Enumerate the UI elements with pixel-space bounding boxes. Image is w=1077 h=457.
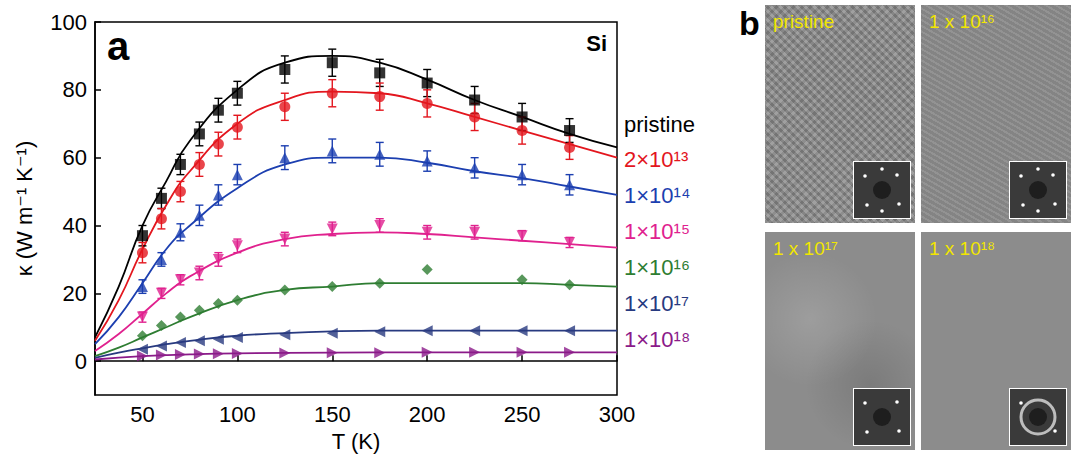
svg-text:100: 100 <box>50 10 87 35</box>
svg-text:100: 100 <box>219 402 256 427</box>
svg-text:20: 20 <box>63 281 87 306</box>
svg-text:T (K): T (K) <box>332 429 380 454</box>
svg-text:1×10¹⁴: 1×10¹⁴ <box>624 183 690 208</box>
html-text:1 x 10¹⁸: 1 x 10¹⁸ <box>929 238 996 259</box>
svg-text:150: 150 <box>314 402 351 427</box>
svg-text:80: 80 <box>63 77 87 102</box>
svg-text:1×10¹⁷: 1×10¹⁷ <box>624 291 689 316</box>
svg-text:κ (W m⁻¹ K⁻¹): κ (W m⁻¹ K⁻¹) <box>12 141 37 277</box>
svg-text:0: 0 <box>75 349 87 374</box>
svg-text:60: 60 <box>63 145 87 170</box>
svg-text:a: a <box>107 24 130 68</box>
svg-text:250: 250 <box>504 402 541 427</box>
svg-text:50: 50 <box>130 402 154 427</box>
svg-text:40: 40 <box>63 213 87 238</box>
svg-text:1×10¹⁵: 1×10¹⁵ <box>624 219 690 244</box>
svg-text:pristine: pristine <box>624 112 695 137</box>
svg-text:200: 200 <box>409 402 446 427</box>
svg-text:1×10¹⁸: 1×10¹⁸ <box>624 327 690 352</box>
svg-text:1×10¹⁶: 1×10¹⁶ <box>624 255 690 280</box>
html-text:1 x 10¹⁷: 1 x 10¹⁷ <box>773 238 838 259</box>
html-text:b: b <box>739 4 760 42</box>
svg-text:300: 300 <box>599 402 636 427</box>
html-text:pristine: pristine <box>773 11 835 32</box>
svg-text:Si: Si <box>586 31 607 56</box>
html-text:1 x 10¹⁶: 1 x 10¹⁶ <box>929 11 995 32</box>
svg-text:2×10¹³: 2×10¹³ <box>624 147 688 172</box>
